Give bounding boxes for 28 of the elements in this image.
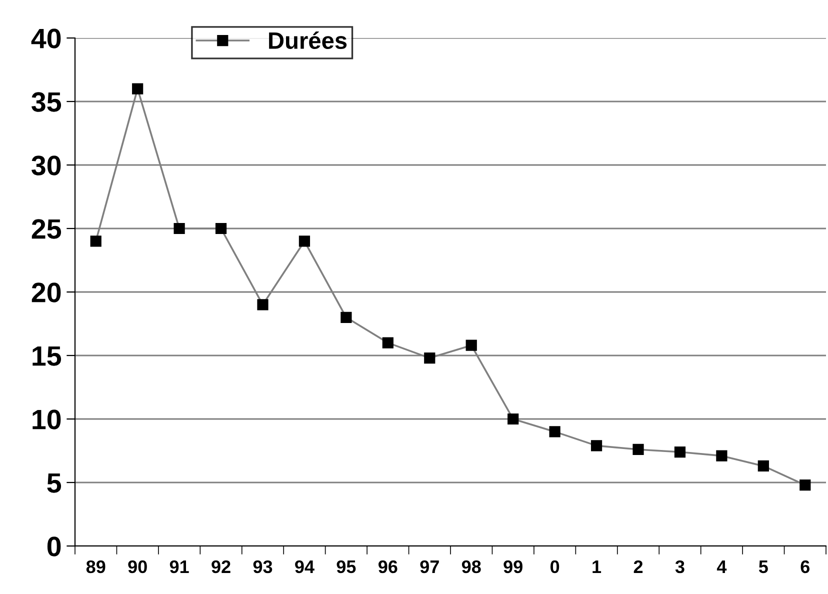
- y-tick-label: 10: [32, 410, 61, 430]
- y-tick-label: 0: [47, 536, 61, 556]
- x-tick-label: 3: [675, 560, 684, 574]
- x-tick-label: 99: [504, 560, 522, 574]
- y-tick-label: 20: [32, 282, 61, 302]
- x-tick-label: 0: [550, 560, 560, 574]
- y-tick-label: 5: [47, 473, 62, 493]
- x-tick-label: 89: [86, 560, 106, 574]
- y-tick-label: 15: [32, 346, 62, 366]
- x-tick-label: 98: [462, 560, 481, 574]
- x-tick-label: 94: [295, 560, 314, 574]
- x-tick-label: 97: [420, 560, 439, 574]
- x-tick-label: 92: [212, 560, 230, 574]
- x-tick-label: 6: [800, 560, 810, 574]
- x-tick-label: 91: [170, 560, 189, 574]
- x-tick-label: 93: [253, 560, 272, 574]
- y-tick-label: 35: [32, 92, 62, 112]
- x-tick-label: 90: [128, 560, 147, 574]
- x-tick-label: 95: [336, 560, 356, 574]
- x-tick-label: 1: [592, 560, 602, 573]
- x-tick-label: 96: [378, 560, 398, 574]
- x-tick-label: 4: [716, 560, 727, 573]
- legend-label: Durées: [269, 31, 347, 50]
- y-tick-label: 40: [31, 28, 61, 48]
- y-tick-label: 25: [32, 219, 62, 239]
- x-tick-label: 2: [634, 560, 643, 573]
- x-tick-label: 5: [758, 560, 768, 574]
- y-tick-label: 30: [32, 156, 61, 176]
